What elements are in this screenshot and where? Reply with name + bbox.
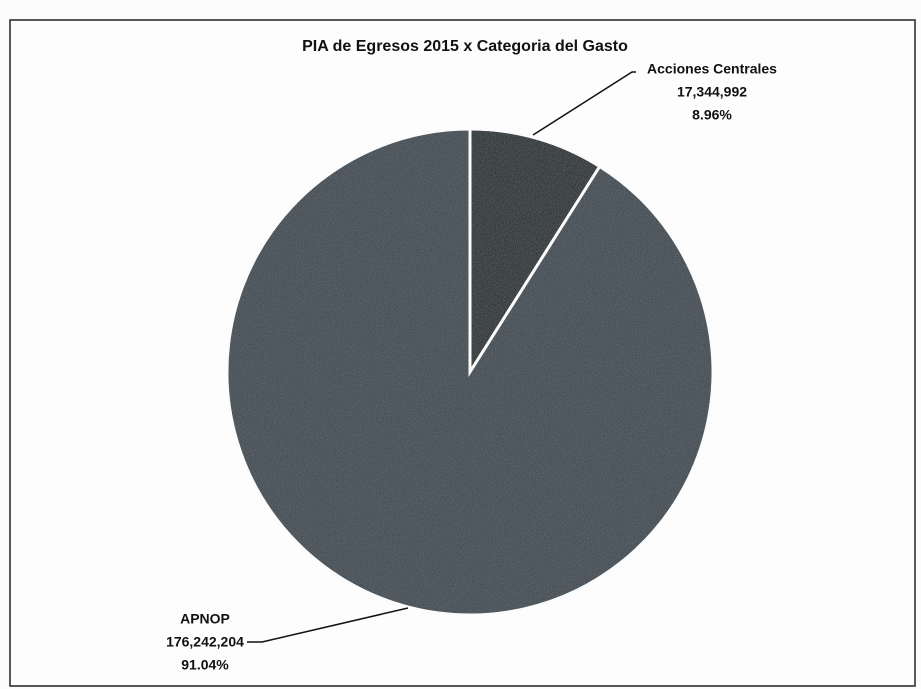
- slice-label: APNOP: [180, 611, 230, 627]
- slice-value: 17,344,992: [677, 84, 747, 100]
- leader-line: [247, 607, 409, 643]
- pie: [225, 127, 715, 617]
- slice-percent: 8.96%: [692, 107, 732, 123]
- slice-label: Acciones Centrales: [647, 61, 777, 77]
- pie-slice: [225, 127, 715, 617]
- slice-value: 176,242,204: [166, 634, 244, 650]
- leader-line: [532, 71, 636, 136]
- chart-title: PIA de Egresos 2015 x Categoria del Gast…: [302, 38, 628, 55]
- slice-percent: 91.04%: [181, 657, 229, 673]
- pie-slice: [468, 127, 602, 378]
